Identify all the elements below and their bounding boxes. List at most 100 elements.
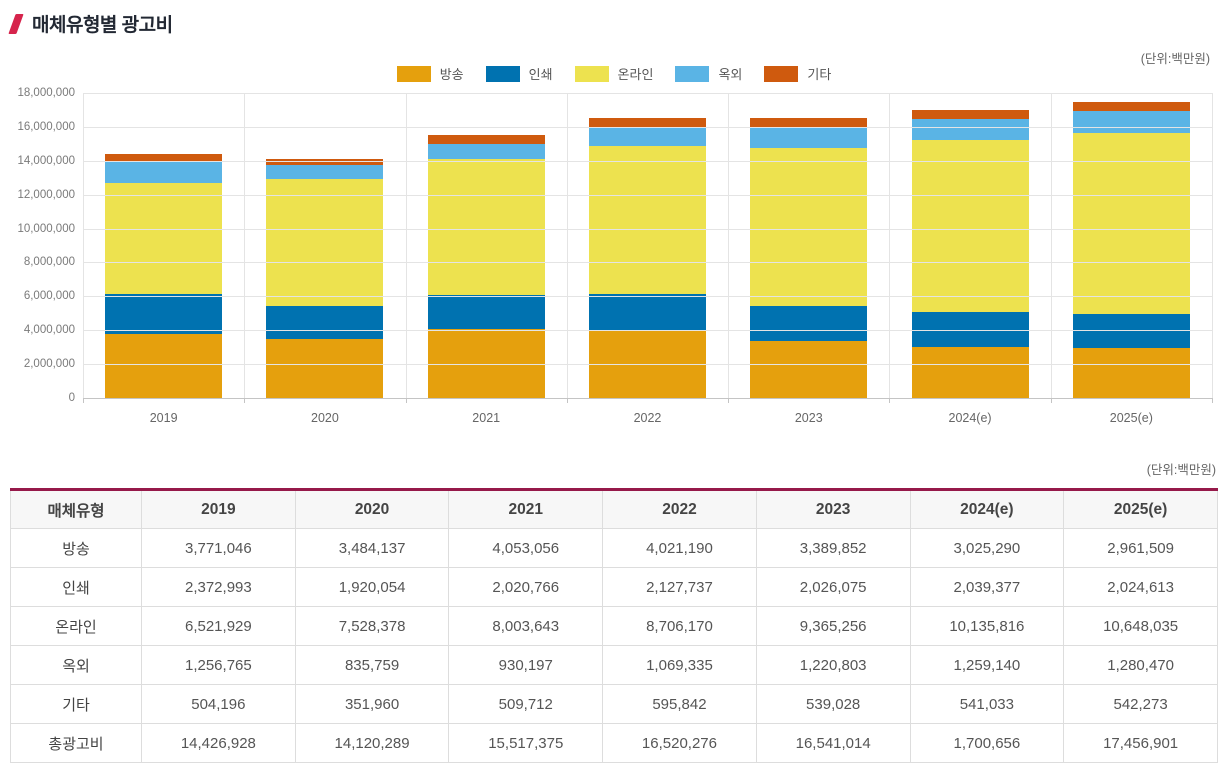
bar-segment-etc: [427, 135, 545, 144]
table-header-cell: 2019: [141, 489, 296, 529]
table-cell: 2,372,993: [141, 567, 296, 607]
bar-segment-outdoor: [750, 126, 868, 148]
bar-segment-online: [1072, 133, 1190, 314]
stacked-bar-2022: [589, 118, 706, 398]
table-body: 방송 3,771,046 3,484,137 4,053,056 4,021,190 3,…: [10, 528, 1218, 763]
bar-segment-etc: [105, 153, 223, 163]
x-axis-line: [83, 398, 1212, 399]
stacked-bar-2019: [105, 153, 223, 398]
bar-segment-outdoor: [266, 164, 384, 179]
media-spend-table: 매체유형 2019 2020 2021 2022 2023 2024(e) 2025(e) 방…: [10, 488, 1218, 763]
x-axis-label: 2021: [472, 411, 501, 425]
table-cell: 1,069,335: [602, 645, 757, 685]
bar-segment-broadcast: [589, 329, 706, 398]
table-cell: 2,039,377: [909, 567, 1065, 607]
table-row: 기타 504,196 351,960 509,712 595,842 539,028 541…: [10, 684, 1218, 724]
table-cell: 4,021,190: [602, 528, 757, 568]
table-cell: 2,127,737: [602, 567, 757, 607]
gridline-h: [83, 160, 1212, 162]
table-cell: 351,960: [294, 684, 450, 724]
table-cell: 2,024,613: [1063, 567, 1218, 607]
gridline-h: [83, 330, 1212, 332]
table-cell: 15,517,375: [448, 723, 604, 763]
x-axis-label: 2019: [149, 411, 178, 425]
page-title: 매체유형별 광고비: [32, 15, 173, 36]
table-cell: 1,220,803: [755, 645, 911, 685]
table-cell: 1,920,054: [294, 567, 450, 607]
legend-label-outdoor: 옥외: [718, 67, 743, 82]
x-axis-label: 2022: [633, 411, 662, 425]
table-cell: 1,280,470: [1063, 645, 1218, 685]
table-cell: 10,135,816: [909, 606, 1065, 646]
table-header-row: 매체유형 2019 2020 2021 2022 2023 2024(e) 2025(e): [10, 489, 1218, 529]
table-cell: 8,706,170: [602, 606, 757, 646]
table-cell: 1,700,656: [909, 723, 1065, 763]
bar-segment-online: [750, 147, 868, 307]
stacked-bar-2025(e): [1072, 102, 1190, 398]
table-cell: 4,053,056: [448, 528, 604, 568]
x-axis-tick: [728, 398, 730, 403]
x-axis-tick: [1212, 398, 1213, 403]
y-axis-label: 16,000,000: [17, 120, 75, 133]
legend-item-outdoor: 옥외: [675, 64, 742, 83]
bar-segment-etc: [1072, 102, 1190, 112]
table-header-cell: 2020: [294, 489, 450, 529]
bar-column-2024(e): [889, 93, 1050, 398]
gridline-h: [83, 194, 1212, 196]
bar-segment-print: [750, 306, 868, 341]
gridline-v: [1212, 93, 1213, 398]
x-axis-labels: 2019 2020 2021 2022 2023 2024(e) 2025(e): [83, 404, 1212, 425]
table-row-label: 옥외: [10, 645, 142, 685]
x-axis-label: 2023: [794, 411, 823, 425]
table-row: 옥외 1,256,765 835,759 930,197 1,069,335 1,220,…: [10, 645, 1218, 685]
table-header-cell: 2024(e): [909, 489, 1065, 529]
gridline-h: [83, 296, 1212, 298]
gridline-v: [1050, 93, 1052, 398]
gridline-h: [83, 228, 1212, 230]
stacked-bar-2021: [427, 135, 545, 398]
table-cell: 16,541,014: [755, 723, 911, 763]
legend-swatch-outdoor: [675, 65, 710, 82]
page-header: 매체유형별 광고비: [8, 10, 173, 37]
table-header-cell: 매체유형: [10, 489, 142, 529]
table-row: 총광고비 14,426,928 14,120,289 15,517,375 16,520…: [10, 723, 1218, 763]
table-cell: 930,197: [448, 645, 604, 685]
table-cell: 14,426,928: [141, 723, 296, 763]
table-cell: 3,025,290: [909, 528, 1065, 568]
table-cell: 504,196: [141, 684, 296, 724]
bar-segment-online: [105, 183, 223, 294]
x-axis-tick: [405, 398, 407, 403]
chart-bars: [83, 93, 1212, 398]
table-cell: 8,003,643: [448, 606, 604, 646]
bar-segment-outdoor: [589, 128, 706, 147]
legend-label-online: 온라인: [617, 67, 654, 82]
table-row-label: 방송: [10, 528, 142, 568]
gridline-v: [405, 93, 407, 398]
table-cell: 2,020,766: [448, 567, 604, 607]
bar-segment-outdoor: [1072, 111, 1190, 134]
table-row: 온라인 6,521,929 7,528,378 8,003,643 8,706,170 9…: [10, 606, 1218, 646]
chart-plot-area: 0 2,000,000 4,000,000 6,000,000 8,000,000 10,…: [17, 87, 1213, 404]
table-header-cell: 2022: [602, 489, 757, 529]
bar-segment-outdoor: [427, 143, 545, 160]
gridline-h: [83, 93, 1212, 94]
x-axis-tick: [244, 398, 246, 403]
table-cell: 17,456,901: [1063, 723, 1218, 763]
table-cell: 541,033: [909, 684, 1065, 724]
bar-segment-outdoor: [105, 162, 223, 184]
table-head: 매체유형 2019 2020 2021 2022 2023 2024(e) 2025(e): [10, 489, 1218, 529]
legend-swatch-online: [574, 65, 609, 82]
bar-segment-etc: [589, 118, 706, 129]
table-cell: 3,484,137: [294, 528, 450, 568]
table-row: 방송 3,771,046 3,484,137 4,053,056 4,021,190 3,…: [10, 528, 1218, 568]
y-axis-label: 12,000,000: [17, 188, 75, 201]
bar-segment-etc: [750, 117, 868, 127]
table-cell: 3,389,852: [755, 528, 911, 568]
table-cell: 7,528,378: [294, 606, 450, 646]
bar-column-2022: [567, 93, 728, 398]
legend-swatch-print: [485, 65, 520, 82]
x-axis-tick: [83, 398, 84, 403]
bar-segment-print: [427, 295, 545, 330]
bar-segment-broadcast: [427, 329, 545, 398]
